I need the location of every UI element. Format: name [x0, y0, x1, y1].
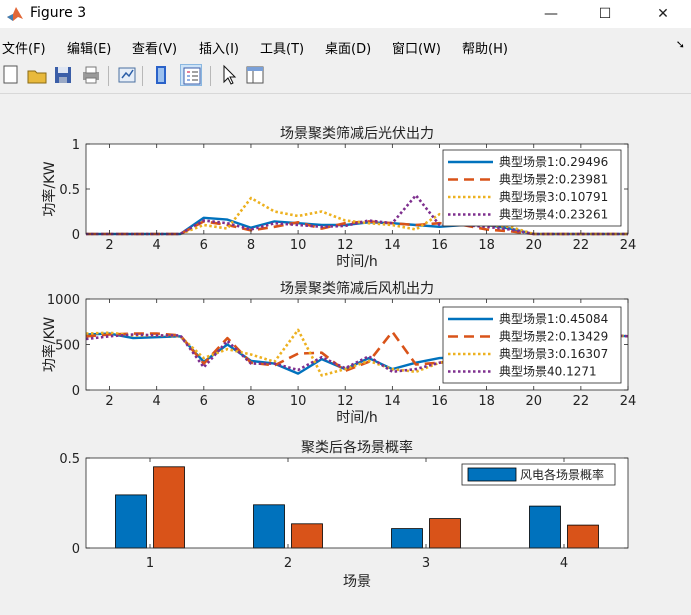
legend-icon[interactable]	[180, 64, 202, 86]
chart-title: 聚类后各场景概率	[301, 439, 413, 456]
legend-label: 典型场景3:0.10791	[499, 190, 608, 204]
x-tick-label: 16	[431, 394, 448, 409]
x-tick-label: 20	[525, 394, 542, 409]
property-inspector-icon[interactable]	[244, 64, 266, 86]
x-tick-label: 8	[247, 394, 255, 409]
x-tick-label: 10	[290, 238, 307, 253]
toolbar-separator	[142, 66, 143, 86]
legend-label: 典型场景2:0.23981	[499, 173, 608, 187]
y-tick-label: 500	[55, 339, 80, 354]
x-tick-label: 24	[620, 394, 637, 409]
y-tick-label: 1000	[47, 293, 80, 308]
legend-label: 风电各场景概率	[520, 467, 604, 482]
window-title: Figure 3	[30, 5, 87, 21]
bar-2-2	[291, 523, 323, 549]
title-bar: Figure 3 — ☐ ✕	[0, 0, 691, 28]
x-tick-label: 2	[284, 556, 292, 571]
x-tick-label: 6	[200, 394, 208, 409]
axes-box	[85, 457, 629, 549]
figure-toolbar	[0, 62, 691, 92]
x-tick-label: 10	[290, 394, 307, 409]
legend-label: 典型场景1:0.29496	[499, 155, 608, 169]
x-tick-label: 3	[422, 556, 430, 571]
bar-2-1	[153, 466, 185, 549]
x-tick-label: 22	[573, 238, 590, 253]
legend-label: 典型场景4:0.23261	[499, 208, 608, 222]
y-axis-label: 功率/KW	[41, 161, 58, 216]
bar-1-2	[253, 504, 285, 549]
colorbar-icon[interactable]	[150, 64, 172, 86]
y-tick-label: 0	[72, 542, 80, 557]
x-tick-label: 4	[153, 238, 161, 253]
x-tick-label: 1	[146, 556, 154, 571]
legend-label: 典型场景3:0.16307	[499, 347, 608, 361]
y-tick-label: 0.5	[59, 183, 80, 198]
menu-view[interactable]: 查看(V)	[132, 42, 178, 57]
y-tick-label: 0	[72, 384, 80, 399]
x-tick-label: 2	[105, 238, 113, 253]
minimize-button[interactable]: —	[544, 6, 558, 22]
maximize-button[interactable]: ☐	[598, 6, 612, 22]
chart-title: 场景聚类筛减后风机出力	[280, 281, 434, 297]
x-tick-label: 8	[247, 238, 255, 253]
legend-label: 典型场景2:0.13429	[499, 330, 608, 344]
x-tick-label: 14	[384, 394, 401, 409]
y-tick-label: 0	[72, 228, 80, 243]
toolbar-separator	[108, 66, 109, 86]
menu-help[interactable]: 帮助(H)	[462, 42, 508, 57]
dock-arrow-icon[interactable]: ➘	[675, 38, 685, 51]
legend-label: 典型场景40.1271	[499, 365, 597, 379]
toolbar-separator	[210, 66, 211, 86]
x-axis-label: 时间/h	[336, 410, 378, 426]
menu-insert[interactable]: 插入(I)	[199, 42, 239, 57]
x-tick-label: 24	[620, 238, 637, 253]
x-tick-label: 12	[337, 394, 354, 409]
toolbar-divider	[0, 93, 691, 94]
pointer-icon[interactable]	[218, 64, 240, 86]
x-tick-label: 22	[573, 394, 590, 409]
x-tick-label: 18	[478, 238, 495, 253]
menu-bar: 文件(F) 编辑(E) 查看(V) 插入(I) 工具(T) 桌面(D) 窗口(W) 帮助(H)	[0, 34, 691, 58]
legend-swatch-1	[467, 467, 517, 482]
y-tick-label: 0.5	[59, 452, 80, 467]
y-tick-label: 1	[72, 138, 80, 153]
x-tick-label: 16	[431, 238, 448, 253]
new-figure-icon[interactable]	[0, 64, 22, 86]
x-axis-label: 时间/h	[336, 254, 378, 270]
menu-tools[interactable]: 工具(T)	[260, 42, 305, 57]
x-axis-label: 场景	[343, 574, 371, 590]
x-tick-label: 6	[200, 238, 208, 253]
menu-desktop[interactable]: 桌面(D)	[325, 42, 372, 57]
legend-label: 典型场景1:0.45084	[499, 312, 608, 326]
x-tick-label: 12	[337, 238, 354, 253]
open-file-icon[interactable]	[26, 64, 48, 86]
bar-2-4	[567, 524, 599, 549]
x-tick-label: 2	[105, 394, 113, 409]
close-button[interactable]: ✕	[657, 6, 669, 22]
matlab-logo-icon	[7, 7, 23, 21]
save-icon[interactable]	[52, 64, 74, 86]
x-tick-label: 18	[478, 394, 495, 409]
x-tick-label: 20	[525, 238, 542, 253]
menu-file[interactable]: 文件(F)	[2, 42, 46, 57]
menu-edit[interactable]: 编辑(E)	[67, 42, 112, 57]
figure-canvas: 2 4 6 8 10 12 14 16 18 20 22 2400.51场景聚类筛减后光伏出力时间/h…	[41, 126, 637, 590]
y-axis-label: 功率/KW	[41, 317, 58, 372]
bar-1-4	[529, 505, 561, 549]
bar-2-3	[429, 518, 461, 549]
x-tick-label: 14	[384, 238, 401, 253]
x-tick-label: 4	[153, 394, 161, 409]
menu-window[interactable]: 窗口(W)	[392, 42, 441, 57]
bar-1-3	[391, 528, 423, 549]
chart-title: 场景聚类筛减后光伏出力	[280, 126, 434, 142]
x-tick-label: 4	[560, 556, 568, 571]
bar-1-1	[115, 494, 147, 549]
print-icon[interactable]	[80, 64, 102, 86]
link-plot-icon[interactable]	[116, 64, 138, 86]
